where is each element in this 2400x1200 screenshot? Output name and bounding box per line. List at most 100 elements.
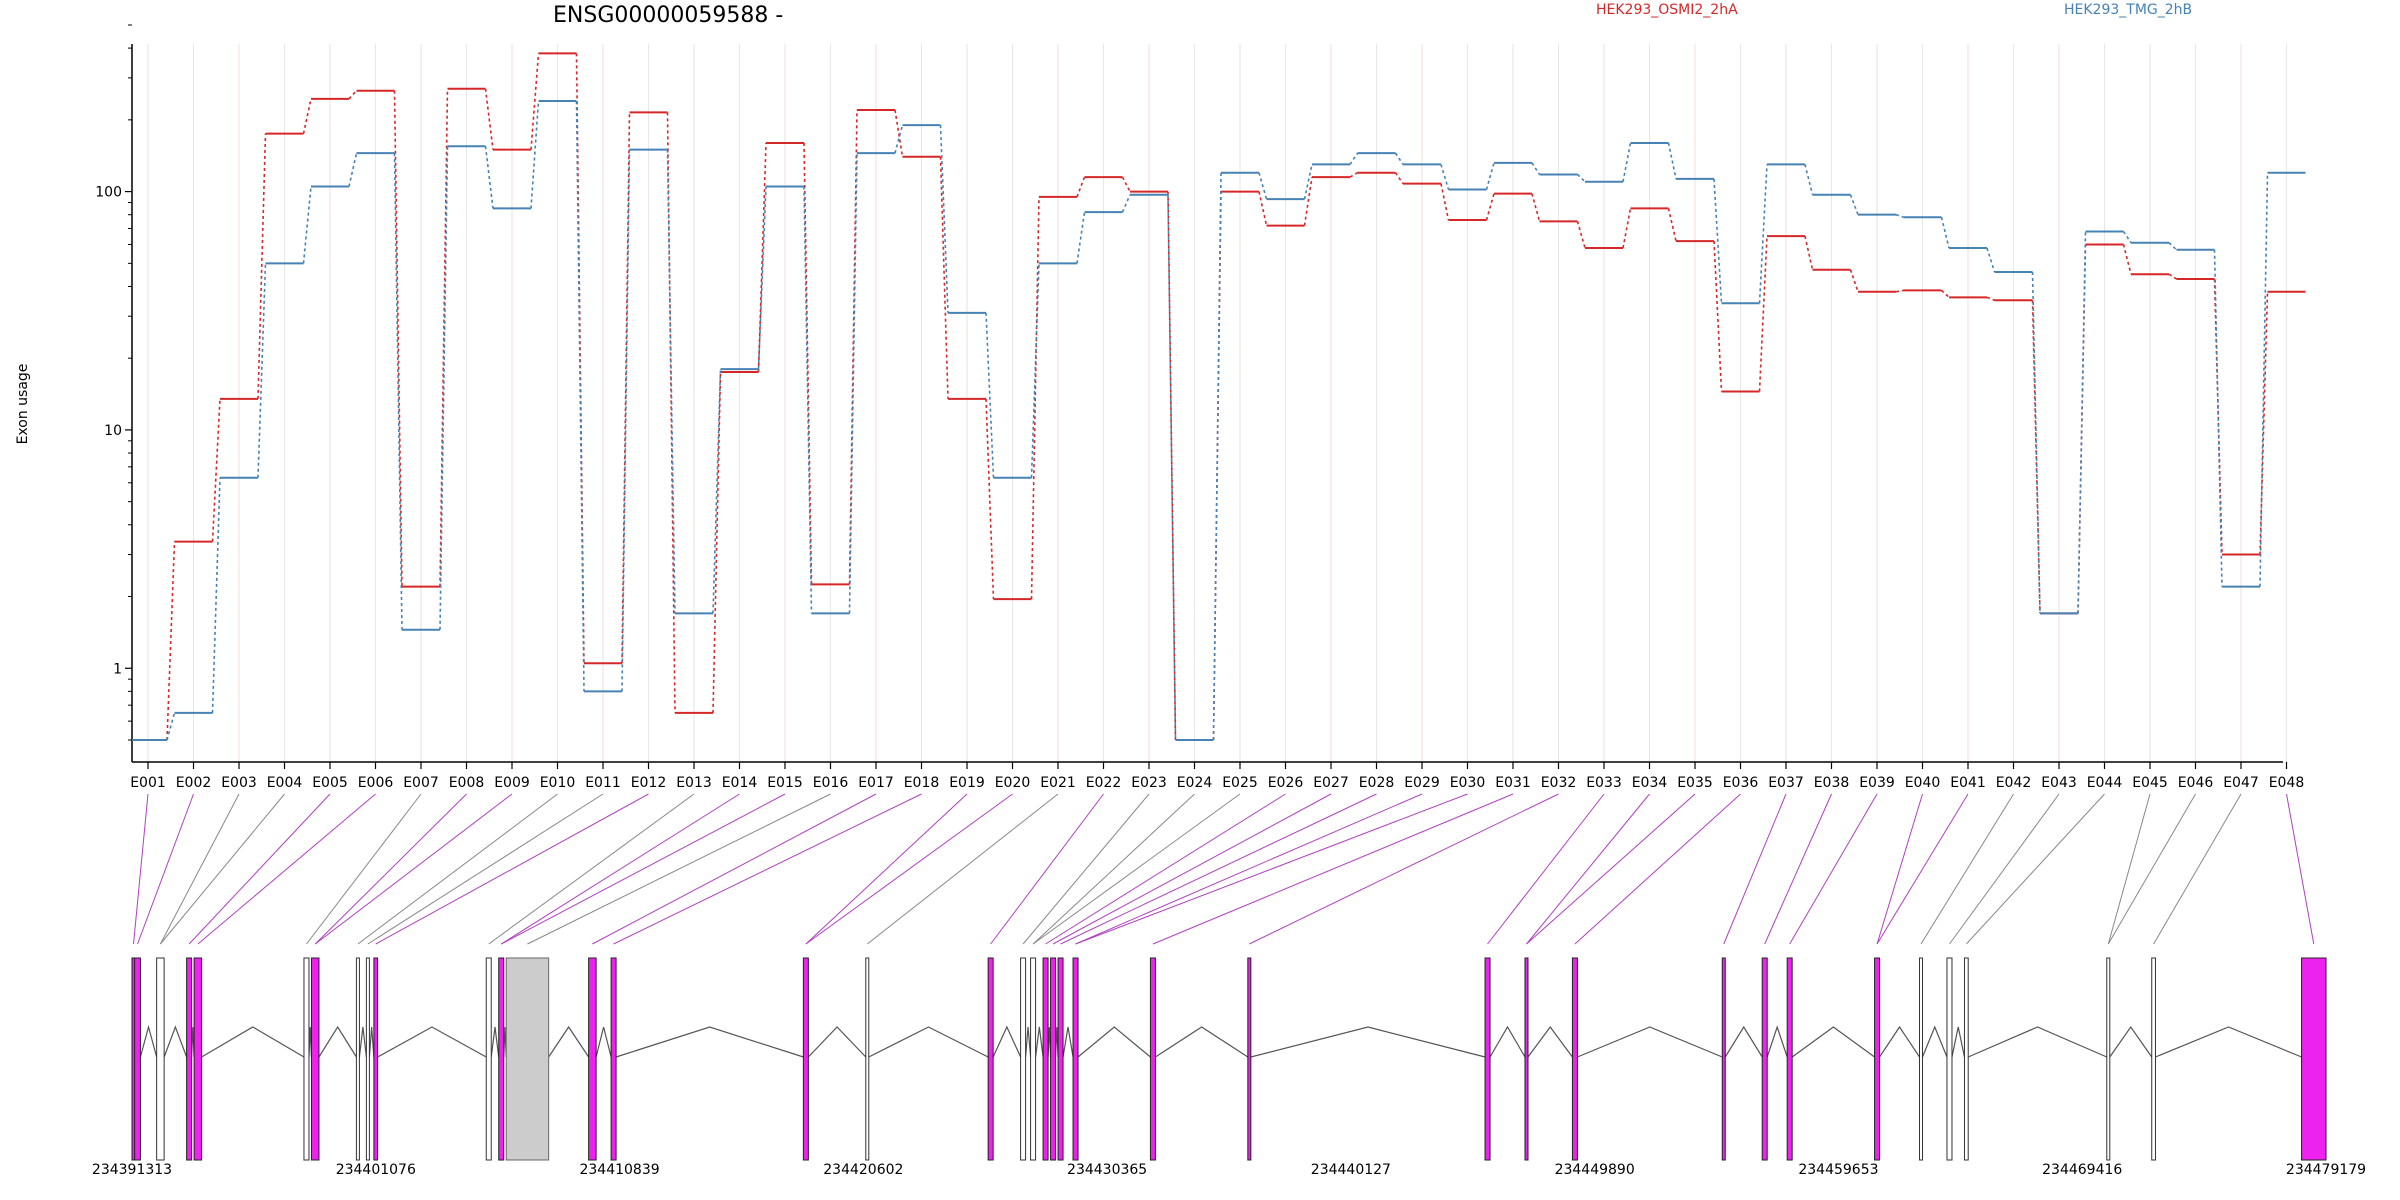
exon-box	[1786, 957, 1793, 1161]
intron	[1034, 1026, 1044, 1058]
exon-connector-e027	[1052, 793, 1332, 945]
intron	[1951, 1026, 1966, 1058]
series-1-connector	[1667, 208, 1677, 242]
intron	[807, 1026, 867, 1058]
series-2-connector	[803, 186, 813, 614]
x-tick-label-e038: E038	[1814, 775, 1850, 791]
intron	[1489, 1025, 1526, 1058]
exon-box	[1042, 957, 1049, 1161]
exon-box	[1020, 957, 1027, 1161]
exon-box	[802, 957, 809, 1161]
intron	[368, 1026, 375, 1058]
x-tick-label-e001: E001	[130, 775, 166, 791]
series-2-connector	[1895, 213, 1904, 219]
intron	[1527, 1025, 1573, 1058]
series-1-connector	[348, 90, 358, 100]
genomic-coordinate-label: 234430365	[1067, 1162, 1147, 1178]
series-2-connector	[575, 100, 585, 692]
series-2-connector	[302, 186, 312, 264]
intron	[1879, 1025, 1921, 1058]
series-2-connector	[439, 146, 449, 630]
series-2-connector	[2031, 271, 2041, 614]
exon-box	[1524, 957, 1529, 1161]
exon-box	[2151, 957, 2156, 1161]
series-1-connector	[985, 398, 995, 600]
series-1-connector	[1758, 236, 1768, 392]
series-2-connector	[1394, 152, 1404, 165]
exon-box	[485, 957, 492, 1161]
x-tick-label-e048: E048	[2269, 775, 2305, 791]
exon-box	[1761, 957, 1768, 1161]
exon-connector-e026	[1045, 793, 1286, 945]
exon-box	[505, 957, 550, 1161]
exon-connector-e041	[1876, 793, 1969, 945]
x-tick-label-e042: E042	[1996, 775, 2032, 791]
x-tick-label-e045: E045	[2132, 775, 2168, 791]
intron	[1921, 1025, 1948, 1058]
x-tick-label-e035: E035	[1677, 775, 1713, 791]
exon-connector-e005	[188, 793, 331, 945]
intron	[615, 1026, 804, 1058]
x-tick-label-e019: E019	[949, 775, 985, 791]
y-tick-label: 10	[104, 423, 122, 439]
exon-connector-e031	[1152, 793, 1514, 945]
exon-box	[1721, 957, 1726, 1161]
exon-connector-e013	[488, 793, 695, 945]
exon-connector-e039	[1789, 793, 1878, 945]
exon-connector-e035	[1526, 793, 1696, 945]
intron	[1791, 1026, 1875, 1058]
genomic-coordinates: 234391313 234401076 234410839 234420602 2344…	[92, 1162, 2366, 1178]
exon-box	[1484, 957, 1491, 1161]
x-tick-label-e011: E011	[585, 775, 621, 791]
intron	[163, 1025, 188, 1058]
exon-connector-e009	[314, 793, 513, 945]
series-2-connector	[1713, 178, 1723, 304]
y-ticks: 1 10 100	[95, 24, 132, 741]
exon-connector-e017	[592, 793, 877, 945]
series-2-connector	[2213, 249, 2223, 587]
series-2-connector	[757, 186, 767, 370]
intron	[1250, 1026, 1486, 1058]
series-2-connector	[1121, 194, 1131, 213]
gene-model	[131, 957, 2327, 1161]
x-tick-label-e027: E027	[1313, 775, 1349, 791]
exon-box	[2301, 957, 2327, 1161]
series-2-connector	[712, 369, 722, 614]
exon-connector-e036	[1574, 793, 1741, 945]
series-1-connector	[1895, 289, 1904, 293]
series-2-connector	[1940, 217, 1950, 249]
x-tick-label-e005: E005	[312, 775, 348, 791]
series-1-connector	[1849, 269, 1859, 292]
x-tick-label-e003: E003	[221, 775, 257, 791]
series-2-connector	[1576, 173, 1586, 183]
x-tick-label-e017: E017	[858, 775, 894, 791]
series-1-connector	[1622, 208, 1632, 249]
intron	[1724, 1025, 1763, 1058]
exon-box	[134, 957, 141, 1161]
x-tick-label-e033: E033	[1586, 775, 1622, 791]
exon-connectors	[133, 793, 2315, 945]
intron	[139, 1024, 158, 1058]
x-tick-label-e010: E010	[540, 775, 576, 791]
y-tick-label: 1	[113, 661, 122, 677]
grid-lines	[147, 44, 2287, 762]
exon-box	[1149, 957, 1156, 1161]
exon-box	[2106, 957, 2111, 1161]
series-1-connector	[2213, 278, 2223, 555]
exon-connector-e022	[990, 793, 1104, 945]
x-tick-label-e041: E041	[1950, 775, 1986, 791]
series-2-connector	[2259, 172, 2269, 587]
exon-connector-e014	[500, 793, 740, 945]
intron	[1062, 1026, 1074, 1058]
x-tick-label-e020: E020	[995, 775, 1031, 791]
exon-connector-e042	[1920, 793, 2014, 945]
series-2-connector	[211, 477, 221, 713]
exon-box	[865, 957, 870, 1161]
exon-connector-e002	[137, 793, 194, 945]
x-tick-label-e016: E016	[813, 775, 849, 791]
series-1-connector	[1349, 172, 1358, 178]
x-tick-label-e032: E032	[1541, 775, 1577, 791]
series-1-connector	[2168, 273, 2177, 280]
series-1-connector	[439, 88, 449, 587]
exon-connector-e016	[527, 793, 831, 945]
